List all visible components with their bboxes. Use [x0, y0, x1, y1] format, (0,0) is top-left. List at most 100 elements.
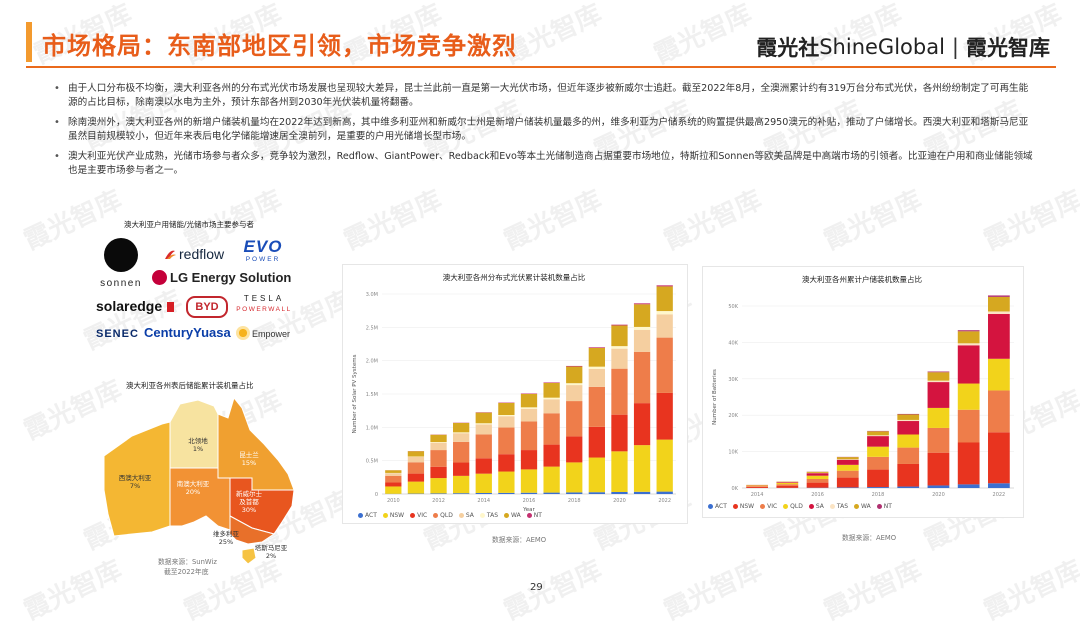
map-label-name: 维多利亚: [203, 530, 249, 538]
bar-segment: [521, 409, 537, 422]
bar-segment: [867, 435, 889, 436]
bar-segment: [476, 474, 492, 493]
redflow-logo: redflow: [163, 246, 224, 262]
bar-segment: [897, 420, 919, 421]
participants-caption: 澳大利亚户用储能/光储市场主要参与者: [124, 219, 254, 230]
bar-segment: [657, 440, 673, 492]
bar-segment: [958, 484, 980, 488]
x-tick-label: 2014: [477, 498, 490, 504]
bar-segment: [521, 407, 537, 408]
bar-segment: [776, 483, 798, 484]
century-yuasa-logo: CenturyYuasa: [144, 325, 231, 340]
legend-swatch: [830, 504, 835, 509]
bar-segment: [988, 359, 1010, 391]
legend-item: WA: [854, 503, 871, 510]
evo-power-text: POWER: [235, 256, 291, 263]
bar-segment: [543, 413, 559, 444]
watermark-text: 霞光智库: [497, 180, 607, 257]
bar-segment: [385, 482, 401, 486]
bar-segment: [807, 476, 829, 479]
bar-segment: [566, 492, 582, 494]
y-tick-label: 10K: [728, 450, 738, 456]
bar-segment: [521, 493, 537, 494]
bar-segment: [385, 476, 401, 483]
legend-item: VIC: [410, 512, 427, 519]
legend-swatch: [760, 504, 765, 509]
legend-item: ACT: [708, 503, 727, 510]
legend-label: TAS: [487, 512, 498, 519]
bar-segment: [453, 476, 469, 493]
watermark-text: 霞光智库: [817, 550, 927, 627]
bar-segment: [430, 493, 446, 494]
bar-segment: [430, 478, 446, 493]
bar-segment: [476, 493, 492, 494]
bar-segment: [837, 457, 859, 459]
watermark-text: 霞光智库: [497, 550, 607, 627]
bar-segment: [566, 367, 582, 384]
bar-segment: [408, 482, 424, 494]
x-tick-label: 2012: [432, 498, 445, 504]
y-tick-label: 50K: [728, 304, 738, 310]
bar-segment: [958, 345, 980, 383]
bar-segment: [807, 472, 829, 473]
sonnen-logo: sonnen: [96, 236, 146, 294]
bar-segment: [498, 472, 514, 493]
bar-segment: [566, 385, 582, 401]
bar-segment: [543, 467, 559, 493]
brand-separator: |: [952, 35, 959, 59]
x-tick-label: 2010: [387, 498, 400, 504]
bar-segment: [776, 482, 798, 483]
bar-segment: [408, 457, 424, 462]
bar-segment: [521, 421, 537, 450]
solaredge-logo-text: solaredge: [96, 298, 162, 314]
legend-swatch: [480, 513, 485, 518]
x-tick-label: 2020: [932, 492, 945, 498]
bar-segment: [566, 383, 582, 385]
battery-chart-source: 数据来源：AEMO: [842, 532, 896, 542]
slide: 霞光智库霞光智库霞光智库霞光智库霞光智库霞光智库霞光智库霞光智库霞光智库霞光智库…: [0, 0, 1080, 608]
bar-segment: [634, 445, 650, 492]
byd-logo: BYD: [186, 296, 228, 318]
bar-segment: [498, 415, 514, 416]
page-number: 29: [530, 582, 543, 593]
map-label-name: 塔斯马尼亚: [248, 544, 294, 552]
x-tick-label: 2022: [658, 498, 671, 504]
y-tick-label: 20K: [728, 413, 738, 419]
map-label-value: 20%: [170, 488, 216, 496]
bar-segment: [430, 450, 446, 467]
x-tick-label: 2020: [613, 498, 626, 504]
watermark-text: 霞光智库: [247, 280, 357, 357]
sonnen-logo-circle: [104, 238, 138, 272]
bar-segment: [611, 325, 627, 346]
brand-name-en: ShineGlobal: [819, 35, 945, 59]
bar-segment: [521, 394, 537, 407]
bar-segment: [657, 285, 673, 286]
lg-logo-mark: [152, 270, 167, 285]
legend-item: WA: [504, 512, 521, 519]
bar-segment: [958, 384, 980, 410]
bar-segment: [657, 492, 673, 494]
bar-segment: [476, 434, 492, 458]
legend-swatch: [459, 513, 464, 518]
legend-item: TAS: [830, 503, 848, 510]
bar-segment: [746, 487, 768, 488]
brand-logo: 霞光社 ShineGlobal | 霞光智库: [756, 32, 1050, 62]
legend-label: NSW: [740, 503, 754, 510]
map-label-value: 25%: [203, 538, 249, 546]
legend-swatch: [733, 504, 738, 509]
legend-swatch: [809, 504, 814, 509]
watermark-text: 霞光智库: [657, 550, 767, 627]
solar-pv-chart-source: 数据来源：AEMO: [492, 534, 546, 544]
tesla-powerwall-logo: TESLA POWERWALL: [234, 294, 294, 313]
legend-swatch: [708, 504, 713, 509]
bar-segment: [928, 485, 950, 488]
bar-segment: [611, 346, 627, 349]
bar-segment: [958, 410, 980, 443]
legend-item: SA: [459, 512, 474, 519]
y-tick-label: 30K: [728, 377, 738, 383]
senec-logo: SENEC: [96, 328, 139, 340]
